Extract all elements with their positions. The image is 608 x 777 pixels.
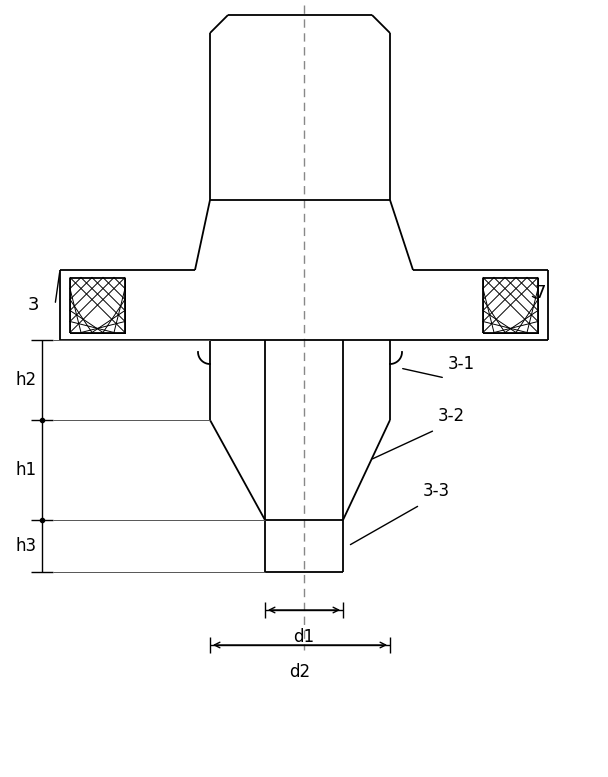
Text: d1: d1 xyxy=(294,628,314,646)
Text: 3-3: 3-3 xyxy=(423,482,450,500)
Text: 3-2: 3-2 xyxy=(438,407,465,425)
Text: h1: h1 xyxy=(15,461,36,479)
Text: h3: h3 xyxy=(15,537,36,555)
Text: d2: d2 xyxy=(289,663,311,681)
Text: 3-1: 3-1 xyxy=(448,355,475,373)
Text: 7: 7 xyxy=(535,284,547,302)
Text: h2: h2 xyxy=(15,371,36,389)
Text: 3: 3 xyxy=(28,296,40,314)
